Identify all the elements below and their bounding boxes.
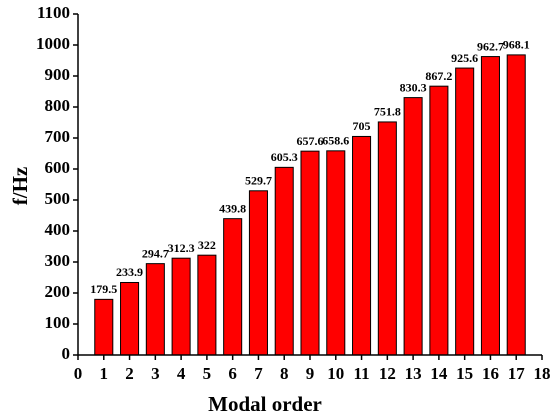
- x-tick-label: 3: [151, 364, 160, 383]
- bar: [300, 150, 320, 356]
- y-tick-label: 300: [45, 251, 71, 270]
- bar: [248, 190, 268, 356]
- value-label: 751.8: [374, 105, 401, 119]
- bar: [145, 263, 165, 356]
- bar: [274, 166, 294, 356]
- x-tick-label: 1: [100, 364, 109, 383]
- y-tick-label: 600: [45, 158, 71, 177]
- value-label: 233.9: [116, 265, 143, 279]
- bar: [94, 298, 114, 356]
- x-tick-label: 15: [456, 364, 473, 383]
- bar: [197, 254, 217, 356]
- value-label: 312.3: [168, 241, 195, 255]
- value-label: 962.7: [477, 39, 504, 53]
- bar: [171, 257, 191, 356]
- value-label: 439.8: [219, 201, 246, 215]
- x-tick-label: 18: [534, 364, 550, 383]
- bar: [326, 150, 346, 356]
- x-tick-label: 9: [306, 364, 315, 383]
- x-tick-label: 17: [508, 364, 526, 383]
- x-tick-label: 6: [228, 364, 237, 383]
- x-tick-label: 14: [430, 364, 448, 383]
- y-tick-label: 1100: [37, 3, 70, 22]
- x-tick-label: 2: [125, 364, 134, 383]
- x-tick-label: 13: [405, 364, 422, 383]
- y-tick-label: 500: [45, 189, 71, 208]
- bar: [223, 218, 243, 356]
- bar: [429, 85, 449, 356]
- y-axis-title: f/Hz: [8, 167, 32, 205]
- x-tick-label: 5: [203, 364, 212, 383]
- value-label: 294.7: [142, 246, 169, 260]
- bar: [352, 135, 372, 356]
- value-label: 925.6: [451, 51, 478, 65]
- value-label: 658.6: [322, 134, 349, 148]
- x-tick-label: 4: [177, 364, 186, 383]
- x-axis-title: Modal order: [208, 392, 322, 416]
- y-tick-label: 100: [45, 313, 71, 332]
- value-label: 179.5: [90, 282, 117, 296]
- value-label: 830.3: [400, 80, 427, 94]
- bar: [480, 56, 500, 356]
- x-tick-label: 12: [379, 364, 396, 383]
- bar: [120, 281, 140, 356]
- bar: [403, 97, 423, 356]
- value-label: 705: [353, 119, 371, 133]
- x-tick-label: 11: [354, 364, 370, 383]
- y-tick-label: 800: [45, 96, 71, 115]
- x-tick-label: 7: [254, 364, 263, 383]
- value-label: 867.2: [425, 69, 452, 83]
- bar: [377, 121, 397, 356]
- value-label: 968.1: [503, 38, 530, 52]
- x-tick-label: 10: [327, 364, 344, 383]
- value-label: 657.6: [297, 134, 324, 148]
- y-tick-label: 900: [45, 65, 71, 84]
- value-label: 322: [198, 238, 216, 252]
- value-label: 605.3: [271, 150, 298, 164]
- y-tick-label: 700: [45, 127, 71, 146]
- y-tick-label: 1000: [36, 34, 70, 53]
- bar: [455, 67, 475, 356]
- x-tick-label: 8: [280, 364, 289, 383]
- value-label: 529.7: [245, 174, 272, 188]
- y-tick-label: 400: [45, 220, 71, 239]
- y-tick-label: 200: [45, 282, 71, 301]
- x-tick-label: 16: [482, 364, 499, 383]
- bar: [506, 54, 526, 356]
- x-tick-label: 0: [74, 364, 83, 383]
- y-tick-label: 0: [62, 344, 71, 363]
